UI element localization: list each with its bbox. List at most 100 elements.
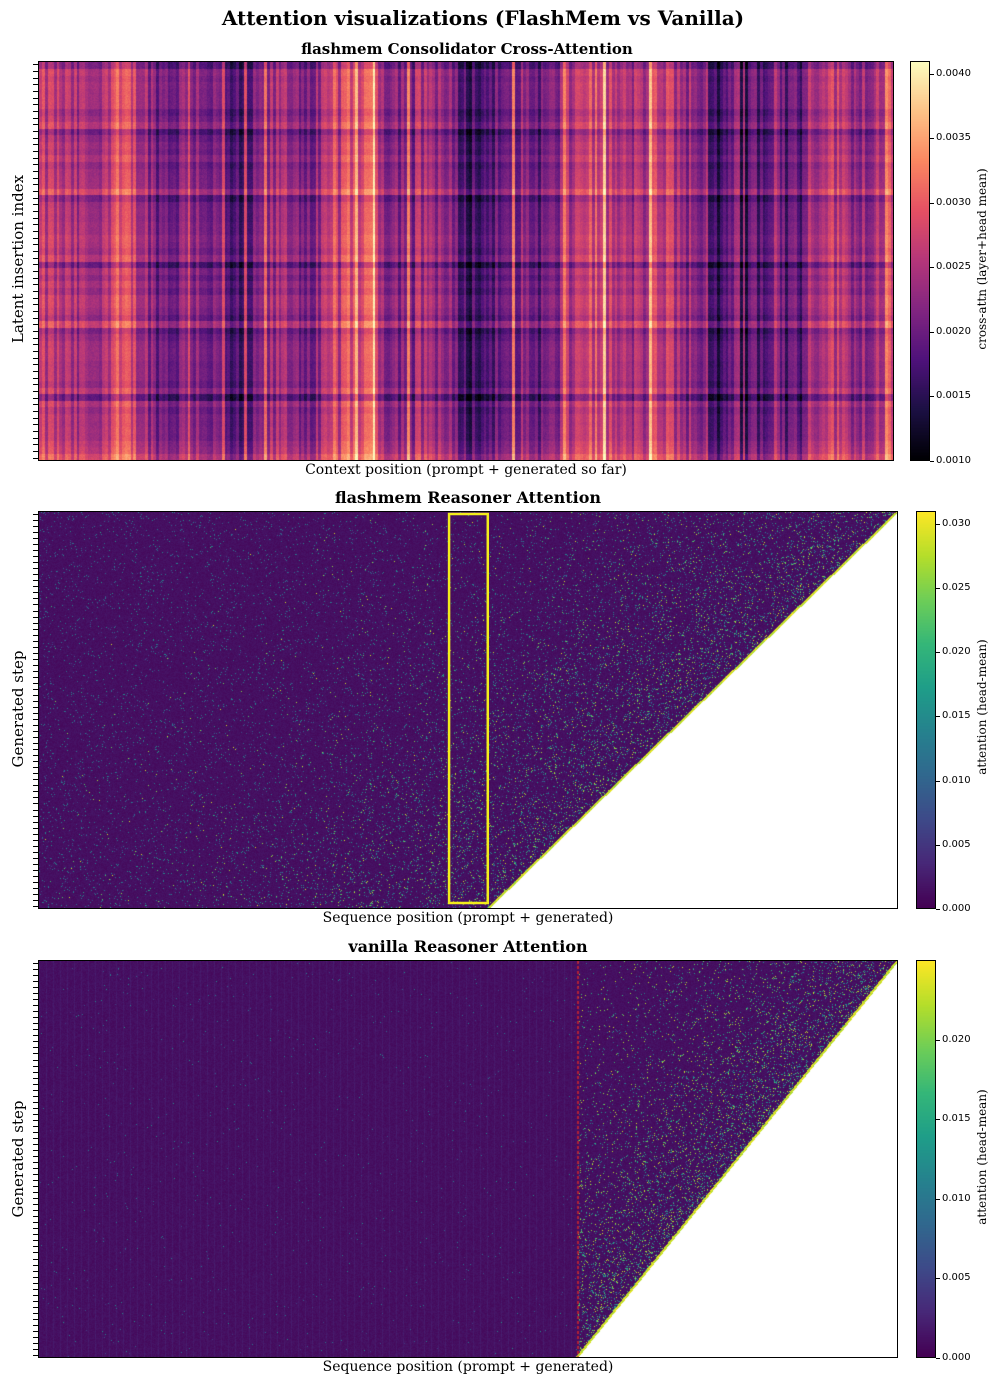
- y-tick-mark: [33, 1210, 38, 1212]
- y-tick-mark: [33, 550, 38, 552]
- y-tick-mark: [33, 1119, 38, 1121]
- y-tick-mark: [33, 700, 38, 702]
- panel1-heatmap-canvas: [39, 62, 893, 460]
- y-tick-mark: [33, 1354, 38, 1356]
- y-tick-mark: [33, 1312, 38, 1314]
- y-tick-mark: [33, 779, 38, 781]
- y-tick-mark: [33, 1125, 38, 1127]
- y-tick-mark: [33, 171, 38, 172]
- figure-title: Attention visualizations (FlashMem vs Va…: [221, 6, 745, 30]
- y-tick-mark: [33, 863, 38, 865]
- y-tick-mark: [33, 875, 38, 877]
- y-tick-mark: [33, 411, 38, 412]
- colorbar-tick-label: 0.015: [942, 1113, 971, 1125]
- y-tick-mark: [33, 1240, 38, 1242]
- colorbar-tick-mark: [936, 780, 940, 782]
- y-tick-mark: [33, 131, 38, 132]
- panel1-colorbar: [910, 61, 930, 461]
- colorbar-tick-mark: [936, 1119, 940, 1121]
- y-tick-mark: [33, 604, 38, 606]
- y-tick-mark: [33, 1306, 38, 1308]
- y-tick-mark: [33, 404, 38, 406]
- y-tick-mark: [33, 1137, 38, 1139]
- y-tick-mark: [33, 264, 38, 266]
- panel2-heatmap: [38, 511, 898, 909]
- y-tick-mark: [33, 1342, 38, 1344]
- colorbar-tick-label: 0.0040: [936, 67, 971, 79]
- y-tick-mark: [33, 1023, 38, 1025]
- y-tick-mark: [33, 324, 38, 326]
- y-tick-mark: [33, 1107, 38, 1109]
- y-tick-mark: [33, 1029, 38, 1031]
- y-tick-mark: [33, 634, 38, 636]
- y-tick-mark: [33, 1282, 38, 1284]
- panel1-colorbar-label: cross-attn (layer+head mean): [975, 168, 989, 350]
- y-tick-mark: [33, 664, 38, 666]
- y-tick-mark: [33, 963, 38, 964]
- highlight-box: [447, 512, 490, 905]
- y-tick-mark: [33, 204, 38, 206]
- colorbar-tick-label: 0.0020: [936, 325, 971, 337]
- y-tick-mark: [33, 1174, 38, 1176]
- y-tick-mark: [33, 520, 38, 522]
- y-tick-mark: [33, 767, 38, 769]
- y-tick-mark: [33, 815, 38, 817]
- y-tick-mark: [33, 104, 38, 106]
- y-tick-mark: [33, 688, 38, 690]
- colorbar-tick-mark: [930, 396, 934, 398]
- y-tick-mark: [33, 899, 38, 901]
- y-tick-mark: [33, 1270, 38, 1272]
- y-tick-mark: [33, 1180, 38, 1182]
- y-tick-mark: [33, 271, 38, 272]
- y-tick-mark: [33, 785, 38, 787]
- y-tick-mark: [33, 905, 38, 907]
- colorbar-tick-label: 0.010: [942, 774, 971, 786]
- y-tick-mark: [33, 297, 38, 299]
- y-tick-mark: [33, 1258, 38, 1260]
- panel3-xlabel: Sequence position (prompt + generated): [322, 1359, 614, 1375]
- y-tick-mark: [33, 827, 38, 829]
- y-tick-mark: [33, 1168, 38, 1170]
- y-tick-mark: [33, 1047, 38, 1049]
- colorbar-tick-mark: [930, 331, 934, 333]
- y-tick-mark: [33, 1059, 38, 1061]
- y-tick-mark: [33, 191, 38, 192]
- panel2-yticks: [33, 511, 39, 909]
- y-tick-mark: [33, 451, 38, 452]
- y-tick-mark: [33, 881, 38, 883]
- panel2-colorbar-gradient: [917, 512, 935, 908]
- y-tick-mark: [33, 676, 38, 678]
- y-tick-mark: [33, 706, 38, 708]
- panel3-ylabel: Generated step: [9, 1100, 27, 1218]
- y-tick-mark: [33, 975, 38, 977]
- y-tick-mark: [33, 377, 38, 379]
- y-tick-mark: [33, 1252, 38, 1254]
- y-tick-mark: [33, 1192, 38, 1194]
- y-tick-mark: [33, 111, 38, 112]
- y-tick-mark: [33, 277, 38, 279]
- colorbar-tick-label: 0.000: [942, 1352, 971, 1363]
- y-tick-mark: [33, 743, 38, 745]
- y-tick-mark: [33, 731, 38, 733]
- y-tick-mark: [33, 851, 38, 853]
- y-tick-mark: [33, 437, 38, 439]
- colorbar-tick-label: 0.0030: [936, 196, 971, 208]
- y-tick-mark: [33, 64, 38, 66]
- y-tick-mark: [33, 682, 38, 684]
- y-tick-mark: [33, 444, 38, 446]
- y-tick-mark: [33, 1131, 38, 1133]
- y-tick-mark: [33, 1276, 38, 1278]
- y-tick-mark: [33, 616, 38, 618]
- colorbar-tick-mark: [930, 73, 934, 75]
- colorbar-tick-mark: [936, 652, 940, 654]
- y-tick-mark: [33, 1041, 38, 1043]
- y-tick-mark: [33, 117, 38, 119]
- y-tick-mark: [33, 337, 38, 339]
- y-tick-mark: [33, 833, 38, 835]
- colorbar-tick-label: 0.0025: [936, 261, 971, 273]
- colorbar-tick-mark: [936, 1358, 940, 1359]
- y-tick-mark: [33, 526, 38, 528]
- y-tick-mark: [33, 845, 38, 847]
- y-tick-mark: [33, 1089, 38, 1091]
- y-tick-mark: [33, 532, 38, 534]
